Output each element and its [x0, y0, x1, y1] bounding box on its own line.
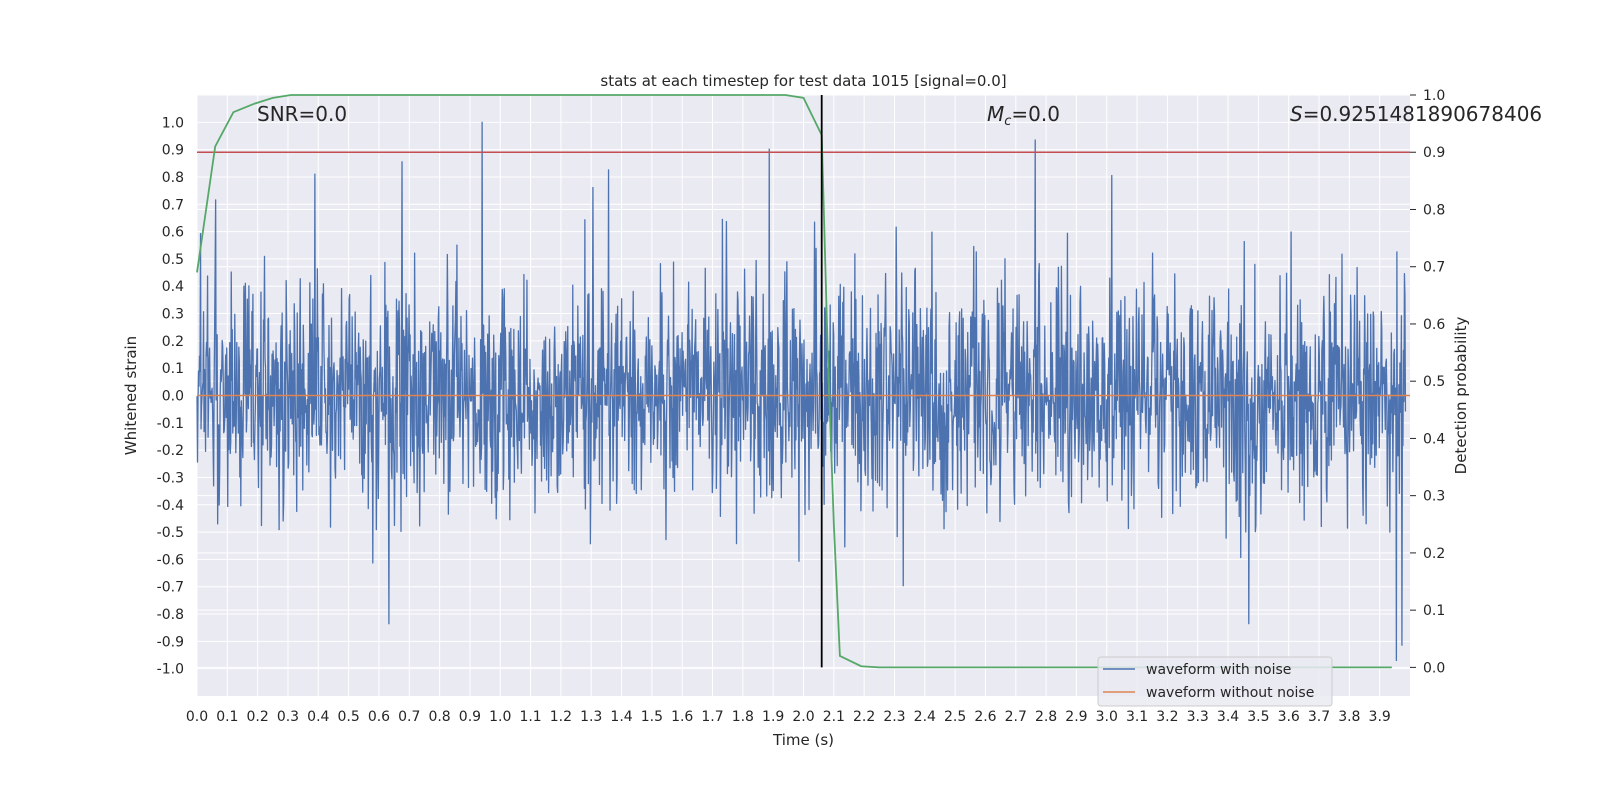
x-tick-label: 0.1: [216, 709, 238, 725]
x-axis-label: Time (s): [772, 731, 834, 749]
x-tick-label: 0.9: [459, 709, 481, 725]
x-tick-label: 3.8: [1338, 709, 1360, 725]
mc-annotation: Mc=0.0: [987, 102, 1060, 129]
series-waveform-with-noise: [196, 121, 1407, 662]
x-tick-label: 1.4: [610, 709, 632, 725]
snr-annotation: SNR=0.0: [257, 102, 347, 126]
y-tick-labels: 1.0 0.9 0.8 0.7 0.6 0.5 0.4 0.3 0.2 0.1 0.0 -0.1 -0.…: [157, 115, 184, 677]
y-tick-label: -0.2: [157, 443, 184, 459]
y2-tick-label: 0.3: [1423, 489, 1445, 505]
s-value: =0.9251481890678406: [1303, 102, 1542, 126]
x-tick-label: 3.2: [1156, 709, 1178, 725]
y2-axis-label: Detection probability: [1452, 317, 1470, 475]
y2-tick-label: 0.9: [1423, 145, 1445, 161]
y-tick-label: -0.6: [157, 552, 184, 568]
y2-tick-label: 0.7: [1423, 260, 1445, 276]
x-tick-label: 2.3: [883, 709, 905, 725]
x-tick-label: 1.1: [519, 709, 541, 725]
x-tick-label: 0.6: [368, 709, 390, 725]
x-tick-label: 2.8: [1035, 709, 1057, 725]
x-tick-label: 3.7: [1308, 709, 1330, 725]
y2-tick-label: 1.0: [1423, 88, 1445, 104]
y-tick-label: -0.9: [157, 634, 184, 650]
x-tick-label: 2.0: [792, 709, 814, 725]
y2-tick-label: 0.0: [1423, 660, 1445, 676]
x-tick-label: 0.2: [247, 709, 269, 725]
x-tick-label: 3.3: [1187, 709, 1209, 725]
x-tick-label: 0.5: [337, 709, 359, 725]
x-tick-label: 2.6: [974, 709, 996, 725]
x-tick-label: 0.3: [277, 709, 299, 725]
legend-box: [1097, 656, 1333, 707]
mc-subscript: c: [1004, 114, 1011, 129]
y-tick-label: 0.5: [162, 252, 184, 268]
y-tick-label: -0.8: [157, 607, 184, 623]
x-tick-label: 1.2: [550, 709, 572, 725]
x-tick-labels: 0.0 0.1 0.2 0.3 0.4 0.5 0.6 0.7 0.8 0.9 1.0 1.1 1.2 1…: [186, 709, 1391, 725]
x-tick-label: 0.8: [428, 709, 450, 725]
legend: waveform with noise waveform without noi…: [1097, 656, 1333, 707]
mc-value: =0.0: [1011, 102, 1060, 126]
y-tick-label: -0.7: [157, 580, 184, 596]
x-tick-label: 1.9: [762, 709, 784, 725]
overlay-layer: [196, 94, 1410, 669]
y-tick-label: 1.0: [162, 115, 184, 131]
x-tick-label: 1.3: [580, 709, 602, 725]
mc-symbol: M: [987, 102, 1004, 126]
y2-tick-label: 0.2: [1423, 546, 1445, 562]
x-tick-label: 2.2: [853, 709, 875, 725]
x-tick-label: 3.1: [1126, 709, 1148, 725]
y2-tick-label: 0.6: [1423, 317, 1445, 333]
s-symbol: S: [1290, 102, 1303, 126]
y-tick-label: 0.6: [162, 225, 184, 241]
y-tick-label: -0.5: [157, 525, 184, 541]
x-tick-label: 1.7: [701, 709, 723, 725]
y-tick-label: -0.1: [157, 416, 184, 432]
x-tick-label: 1.0: [489, 709, 511, 725]
x-tick-label: 3.4: [1217, 709, 1239, 725]
y-tick-label: 0.9: [162, 143, 184, 159]
s-annotation: S=0.9251481890678406: [1290, 102, 1542, 126]
waveform-with-noise-line: [196, 121, 1407, 662]
x-tick-label: 3.0: [1096, 709, 1118, 725]
y2-tick-labels: 1.0 0.9 0.8 0.7 0.6 0.5 0.4 0.3 0.2 0.1 0.0: [1410, 88, 1445, 676]
x-tick-label: 3.9: [1369, 709, 1391, 725]
y-tick-label: -1.0: [157, 662, 184, 678]
x-tick-label: 2.5: [944, 709, 966, 725]
legend-label-noise: waveform with noise: [1146, 662, 1291, 678]
x-tick-label: 1.8: [732, 709, 754, 725]
y-tick-label: -0.4: [157, 498, 184, 514]
x-tick-label: 0.7: [398, 709, 420, 725]
y2-tick-label: 0.1: [1423, 603, 1445, 619]
y-tick-label: 0.1: [162, 361, 184, 377]
y2-tick-label: 0.4: [1423, 431, 1445, 447]
x-tick-label: 1.6: [671, 709, 693, 725]
x-tick-label: 2.1: [823, 709, 845, 725]
detection-probability-line: [196, 94, 1392, 669]
x-tick-label: 3.6: [1278, 709, 1300, 725]
x-tick-label: 2.9: [1065, 709, 1087, 725]
x-tick-label: 0.0: [186, 709, 208, 725]
y2-tick-label: 0.8: [1423, 202, 1445, 218]
x-tick-label: 1.5: [641, 709, 663, 725]
x-tick-label: 3.5: [1247, 709, 1269, 725]
chart-title: stats at each timestep for test data 101…: [600, 72, 1006, 90]
y-tick-label: 0.7: [162, 197, 184, 213]
legend-label-clean: waveform without noise: [1146, 685, 1314, 701]
y-tick-label: 0.2: [162, 334, 184, 350]
y-tick-label: 0.3: [162, 307, 184, 323]
y2-tick-label: 0.5: [1423, 374, 1445, 390]
y-tick-label: 0.8: [162, 170, 184, 186]
y-axis-label: Whitened strain: [122, 336, 140, 455]
x-tick-label: 2.7: [1005, 709, 1027, 725]
x-tick-label: 0.4: [307, 709, 329, 725]
x-tick-label: 2.4: [914, 709, 936, 725]
y-tick-label: 0.4: [162, 279, 184, 295]
y-tick-label: 0.0: [162, 389, 184, 405]
y-tick-label: -0.3: [157, 470, 184, 486]
